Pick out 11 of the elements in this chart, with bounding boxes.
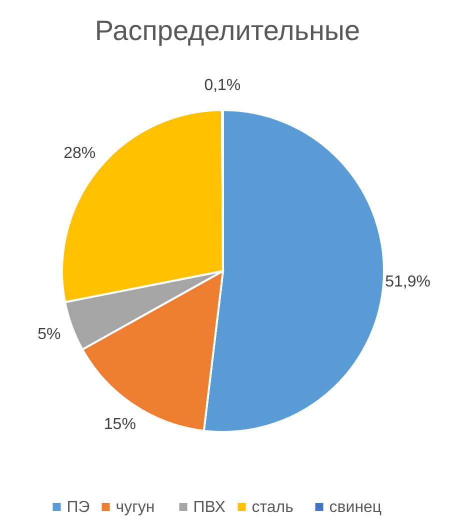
legend-label: сталь — [252, 499, 294, 516]
legend-label: ПЭ — [66, 499, 90, 516]
data-label: 28% — [64, 145, 96, 162]
chart-title: Распределительные — [94, 15, 360, 46]
legend-label: ПВХ — [193, 499, 226, 516]
data-label: 51,9% — [385, 273, 431, 290]
data-label: 5% — [38, 326, 61, 344]
data-label: 15% — [104, 416, 136, 434]
legend-label: свинец — [329, 499, 382, 516]
legend-label: чугун — [116, 499, 155, 516]
data-label: 0,1% — [204, 77, 241, 94]
